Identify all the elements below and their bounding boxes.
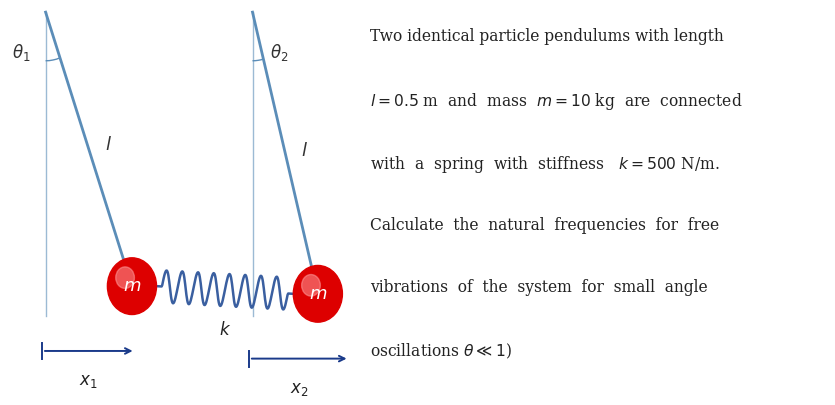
Circle shape bbox=[301, 275, 321, 296]
Text: Calculate  the  natural  frequencies  for  free: Calculate the natural frequencies for fr… bbox=[370, 217, 719, 234]
Circle shape bbox=[108, 258, 156, 315]
Text: $l$: $l$ bbox=[104, 136, 112, 154]
Text: with  a  spring  with  stiffness   $k = 500$ N/m.: with a spring with stiffness $k = 500$ N… bbox=[370, 154, 720, 175]
Text: $k$: $k$ bbox=[219, 322, 231, 339]
Text: $l = 0.5$ m  and  mass  $m = 10$ kg  are  connected: $l = 0.5$ m and mass $m = 10$ kg are con… bbox=[370, 91, 742, 112]
Text: vibrations  of  the  system  for  small  angle: vibrations of the system for small angle bbox=[370, 279, 708, 296]
Text: $m$: $m$ bbox=[123, 277, 141, 295]
Text: $x_1$: $x_1$ bbox=[79, 373, 98, 390]
Text: $m$: $m$ bbox=[309, 285, 327, 303]
Text: oscillations $\theta \ll 1$): oscillations $\theta \ll 1$) bbox=[370, 342, 512, 362]
Text: $\theta_1$: $\theta_1$ bbox=[12, 42, 30, 63]
Circle shape bbox=[116, 267, 134, 288]
Text: $l$: $l$ bbox=[301, 142, 308, 160]
Text: Two identical particle pendulums with length: Two identical particle pendulums with le… bbox=[370, 28, 724, 45]
Text: $x_2$: $x_2$ bbox=[290, 381, 308, 398]
Text: $\theta_2$: $\theta_2$ bbox=[270, 42, 288, 63]
Circle shape bbox=[293, 265, 342, 322]
